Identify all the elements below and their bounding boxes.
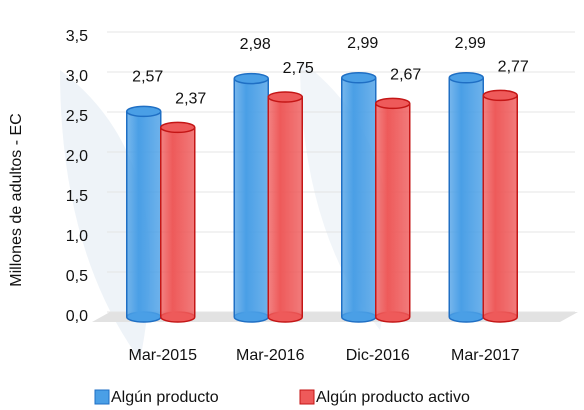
value-label: 2,67 <box>390 67 421 84</box>
bar <box>234 79 268 317</box>
bar <box>127 111 161 317</box>
bar-top <box>449 73 483 83</box>
legend-label: Algún producto activo <box>316 389 470 406</box>
bar-top <box>234 74 268 84</box>
legend-swatch <box>300 390 314 404</box>
bar-top <box>268 92 302 102</box>
value-label: 2,99 <box>455 35 486 52</box>
y-axis-title: Millones de adultos - EC <box>8 113 25 286</box>
y-tick-label: 0,0 <box>66 308 88 325</box>
value-label: 2,77 <box>498 59 529 76</box>
bar <box>376 103 410 317</box>
x-tick-label: Mar-2015 <box>129 347 198 364</box>
bar-top <box>483 90 517 100</box>
y-tick-label: 3,5 <box>66 28 88 45</box>
y-tick-label: 3,0 <box>66 68 88 85</box>
x-tick-label: Mar-2016 <box>236 347 305 364</box>
y-tick-label: 0,5 <box>66 268 88 285</box>
value-label: 2,37 <box>175 91 206 108</box>
bar <box>483 95 517 317</box>
x-tick-label: Mar-2017 <box>451 347 520 364</box>
bar <box>161 127 195 317</box>
bar <box>342 78 376 317</box>
value-label: 2,57 <box>132 69 163 86</box>
y-tick-label: 1,0 <box>66 228 88 245</box>
value-label: 2,99 <box>347 35 378 52</box>
bar-top <box>161 122 195 132</box>
legend-swatch <box>95 390 109 404</box>
bar-top <box>127 106 161 116</box>
y-tick-label: 2,5 <box>66 108 88 125</box>
legend-label: Algún producto <box>111 389 219 406</box>
value-label: 2,98 <box>240 36 271 53</box>
bar-top <box>376 98 410 108</box>
bar <box>268 97 302 317</box>
bar-top <box>342 73 376 83</box>
y-tick-label: 2,0 <box>66 148 88 165</box>
x-tick-label: Dic-2016 <box>346 347 410 364</box>
value-label: 2,75 <box>283 60 314 77</box>
chart: Millones de adultos - EC 0,0 0,5 1,0 1,5 2,0… <box>0 0 584 410</box>
y-tick-label: 1,5 <box>66 188 88 205</box>
bar <box>449 78 483 317</box>
